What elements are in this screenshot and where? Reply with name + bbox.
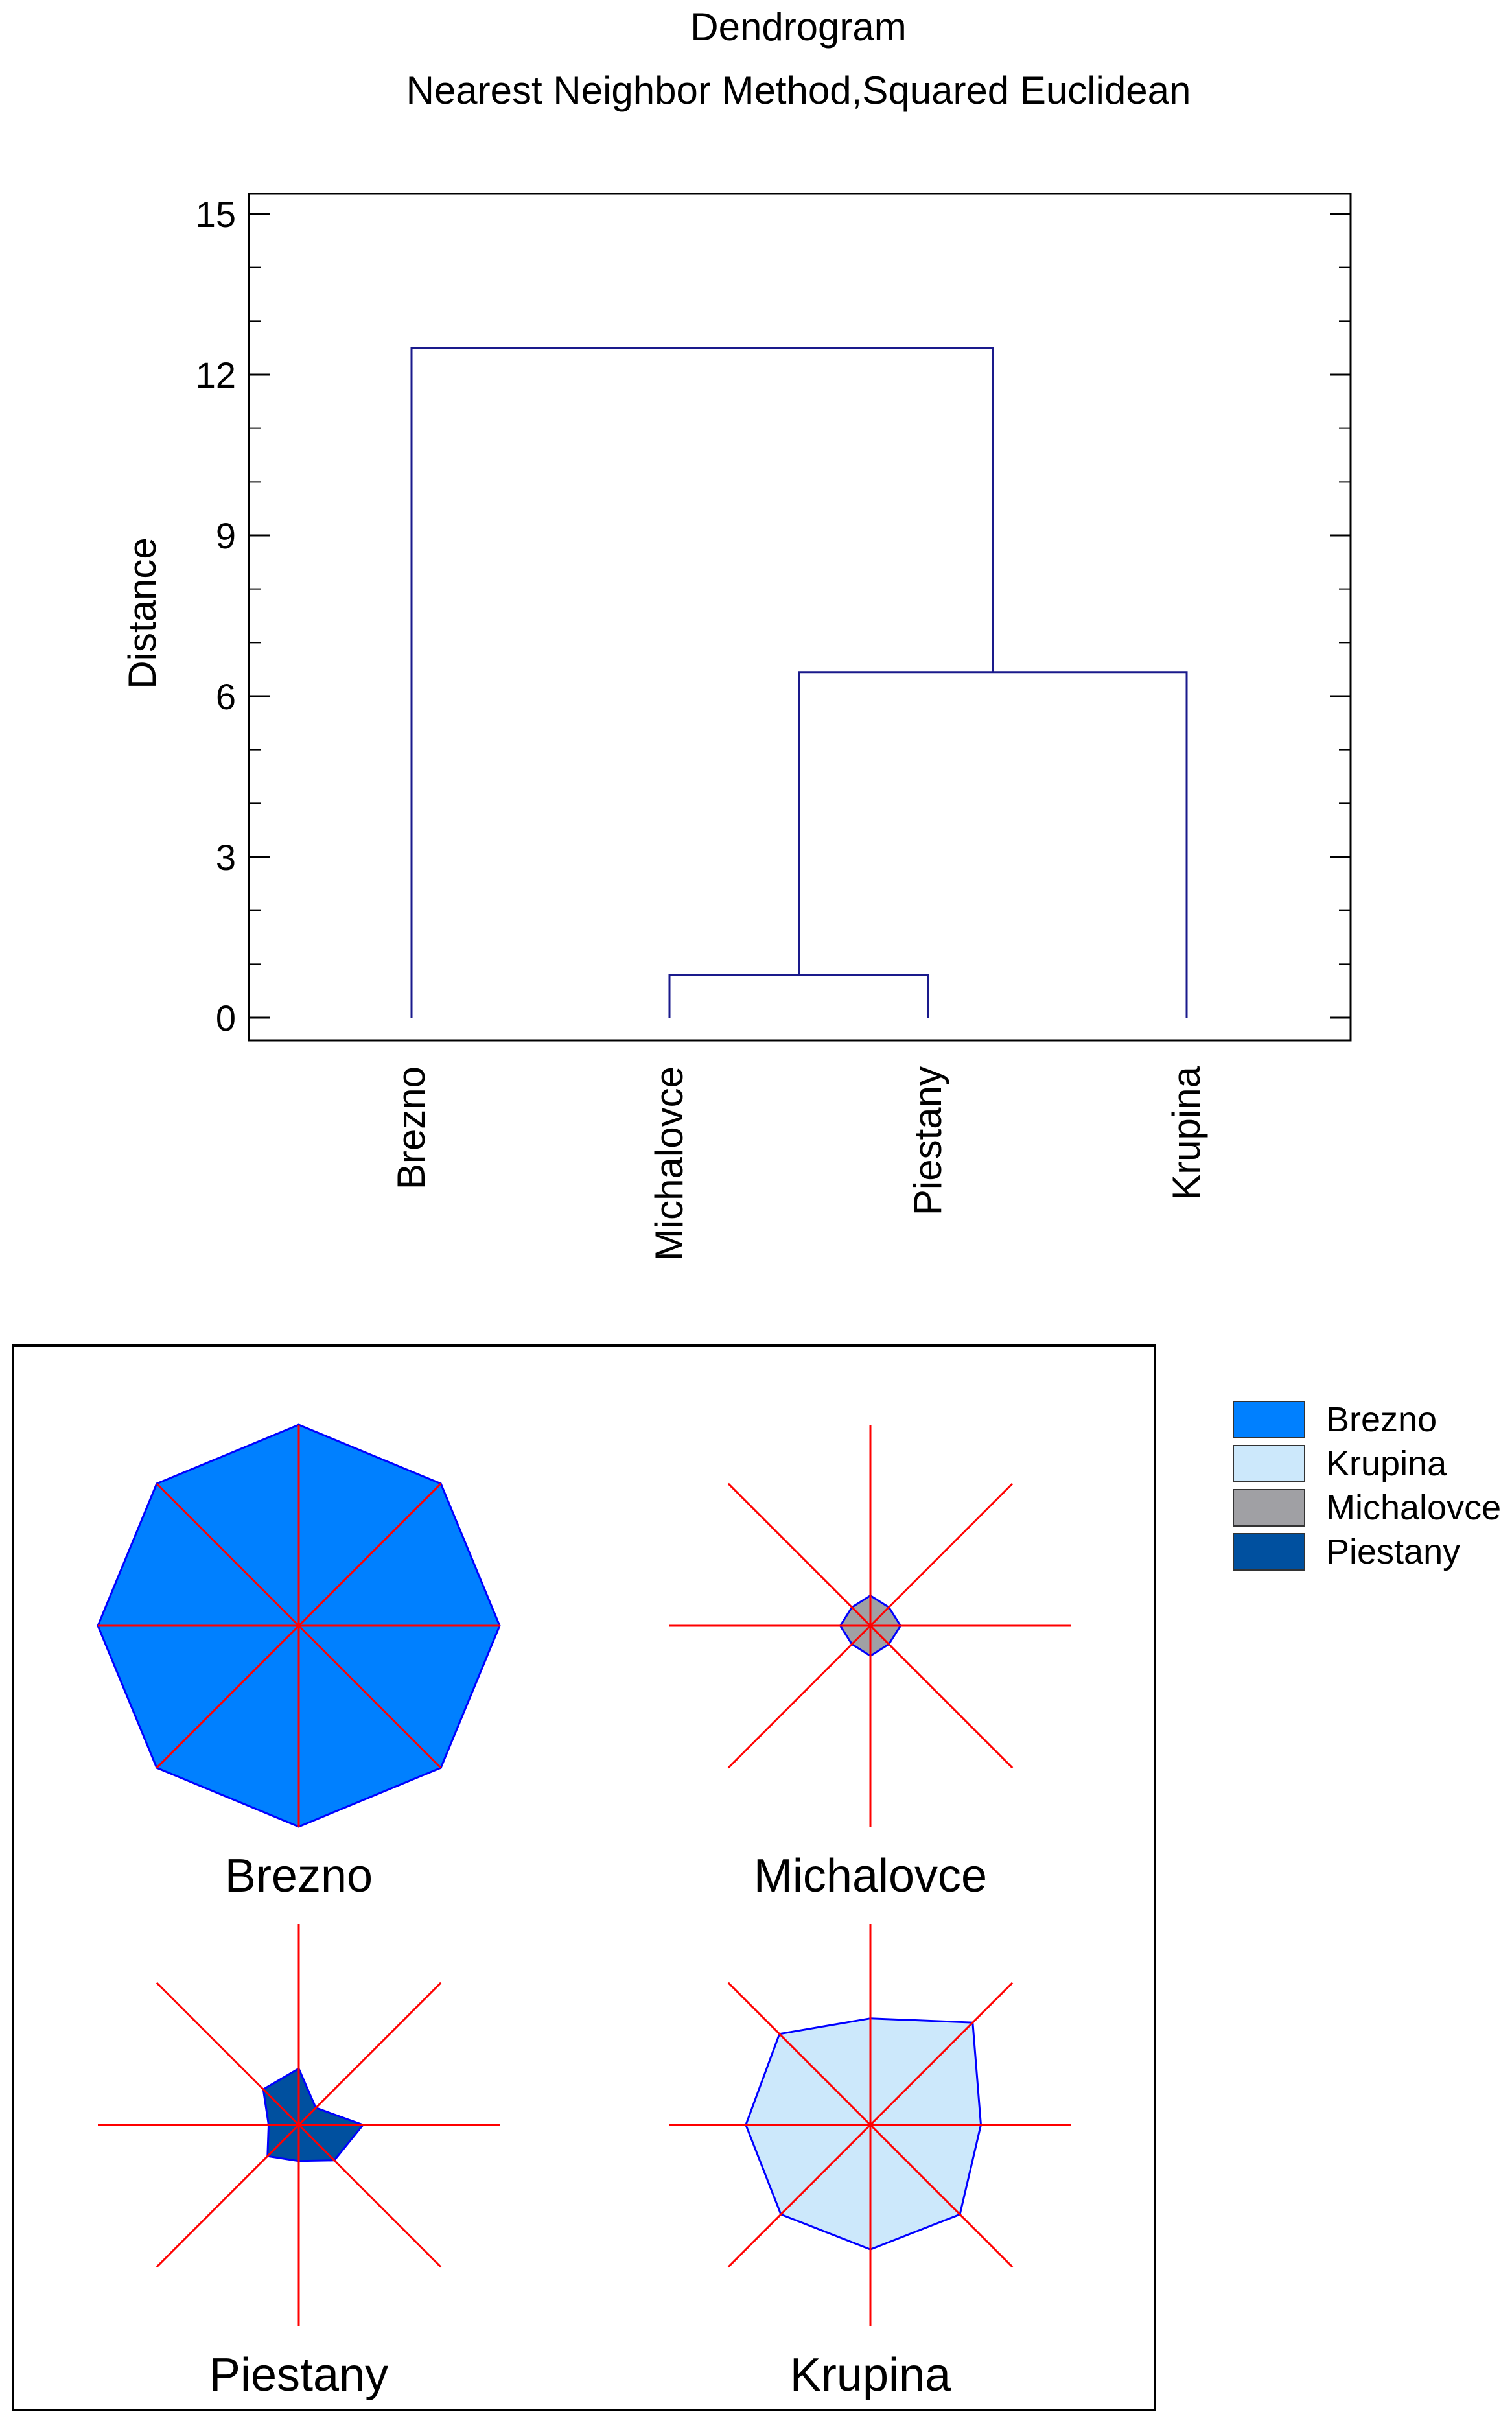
chart-title: Dendrogram xyxy=(690,5,907,49)
star-glyph: Krupina xyxy=(669,1924,1071,2401)
star-ray xyxy=(869,1482,1014,1627)
star-ray xyxy=(297,1482,442,1627)
star-glyph: Brezno xyxy=(97,1423,501,1902)
leaf-label: Michalovce xyxy=(647,1066,691,1261)
star-ray xyxy=(727,1982,872,2126)
plot-frame xyxy=(248,193,1352,1042)
legend: Brezno Krupina Michalovce Piestany xyxy=(1233,1400,1501,1571)
leaf-labels: Brezno Michalovce Piestany Krupina xyxy=(390,1066,1208,1261)
legend-label: Piestany xyxy=(1326,1532,1460,1571)
star-ray xyxy=(727,1482,872,1627)
star-ray xyxy=(297,2124,442,2268)
star-ray xyxy=(869,1982,1014,2126)
star-ray xyxy=(869,2124,1014,2268)
star-ray xyxy=(297,1624,442,1769)
leaf-label: Piestany xyxy=(906,1066,949,1215)
star-label: Krupina xyxy=(790,2349,951,2401)
legend-label: Krupina xyxy=(1326,1444,1447,1483)
legend-label: Brezno xyxy=(1326,1400,1437,1439)
star-ray xyxy=(727,2124,872,2268)
y-tick-label: 6 xyxy=(216,676,236,717)
y-axis-label: Distance xyxy=(121,537,164,688)
legend-swatch xyxy=(1233,1445,1305,1482)
star-polygon xyxy=(262,2067,365,2162)
star-ray xyxy=(156,2124,300,2268)
legend-swatch xyxy=(1233,1401,1305,1438)
star-ray xyxy=(156,1624,300,1769)
dendrogram-link xyxy=(410,347,994,1018)
star-label: Brezno xyxy=(225,1850,373,1902)
star-ray xyxy=(869,1624,1014,1769)
star-ray xyxy=(727,1624,872,1769)
star-ray xyxy=(297,1982,442,2126)
legend-swatch xyxy=(1233,1489,1305,1527)
dendrogram-links xyxy=(410,347,1188,1018)
star-label: Piestany xyxy=(209,2349,388,2401)
y-ticks: 0 3 6 9 12 15 xyxy=(196,194,1351,1038)
leaf-label: Brezno xyxy=(390,1066,433,1189)
star-glyphs: Brezno Michalovce Piestany Krupina xyxy=(97,1423,1071,2401)
y-tick-label: 0 xyxy=(216,998,236,1038)
legend-label: Michalovce xyxy=(1326,1488,1501,1527)
chart-subtitle: Nearest Neighbor Method,Squared Euclidea… xyxy=(406,69,1191,112)
y-tick-label: 15 xyxy=(196,194,236,235)
y-tick-label: 12 xyxy=(196,355,236,395)
leaf-label: Krupina xyxy=(1165,1066,1208,1200)
star-panel-frame xyxy=(12,1344,1156,2411)
star-label: Michalovce xyxy=(754,1850,987,1902)
star-ray xyxy=(156,1982,300,2126)
dendrogram-chart: Dendrogram Nearest Neighbor Method,Squar… xyxy=(121,5,1352,1261)
y-tick-label: 3 xyxy=(216,837,236,878)
star-glyph: Michalovce xyxy=(669,1425,1071,1902)
star-glyph: Piestany xyxy=(98,1924,500,2401)
y-tick-label: 9 xyxy=(216,515,236,556)
legend-swatch xyxy=(1233,1533,1305,1571)
star-ray xyxy=(156,1482,300,1627)
